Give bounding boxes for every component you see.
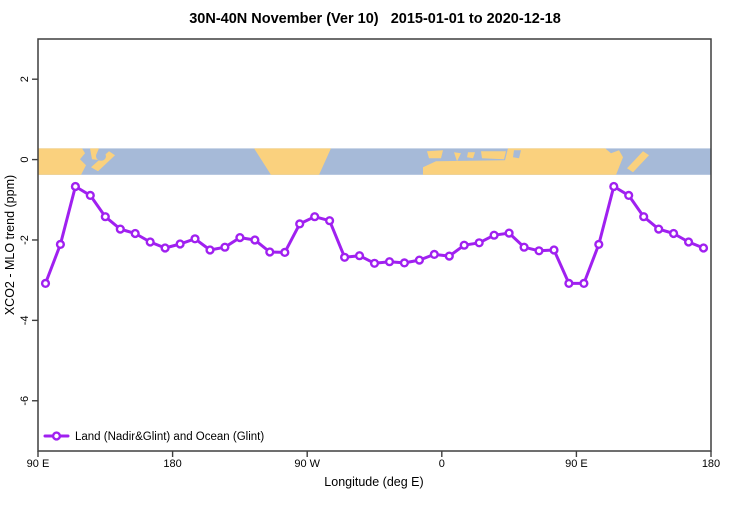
data-point — [683, 237, 694, 247]
data-point — [474, 238, 484, 248]
map-land-asia-west — [38, 148, 86, 175]
data-point — [295, 219, 305, 229]
data-point — [504, 228, 514, 238]
x-tick-label: 90 E — [27, 458, 50, 470]
data-point — [220, 242, 230, 252]
data-point — [564, 278, 574, 289]
x-tick-label: 0 — [439, 458, 445, 470]
data-point — [399, 258, 410, 268]
world-map-strip — [38, 148, 711, 175]
data-point — [145, 237, 155, 247]
data-point — [85, 190, 95, 201]
data-point — [40, 278, 51, 289]
data-point — [265, 247, 275, 257]
map-land-africa-mideast-asia — [423, 148, 623, 175]
legend-marker-sample — [51, 431, 62, 441]
x-tick-label: 180 — [163, 458, 181, 470]
data-point — [115, 224, 125, 234]
x-axis-ticks: 90 E 180 90 W 0 90 E 180 — [27, 451, 720, 470]
map-sea-of-japan — [96, 151, 106, 161]
y-tick-label: 0 — [19, 157, 31, 163]
data-point — [205, 245, 215, 255]
data-point — [519, 242, 529, 252]
chart-title: 30N-40N November (Ver 10) 2015-01-01 to … — [189, 11, 561, 27]
map-land-iberia — [427, 150, 443, 159]
data-point — [579, 278, 589, 289]
y-tick-label: -4 — [19, 315, 31, 325]
map-land-greece — [467, 152, 475, 159]
y-tick-label: -2 — [19, 235, 31, 245]
data-point — [369, 258, 380, 268]
data-point — [594, 239, 604, 250]
data-point — [70, 181, 81, 192]
data-point — [609, 181, 619, 192]
data-point — [444, 251, 454, 261]
series-line — [44, 185, 705, 285]
data-point — [489, 230, 499, 240]
map-land-japan-west — [91, 151, 115, 172]
data-point — [384, 257, 395, 267]
data-point — [668, 228, 679, 239]
y-axis-ticks: 2 0 -2 -4 -6 — [19, 76, 38, 406]
data-series — [40, 181, 709, 289]
x-tick-label: 180 — [702, 458, 720, 470]
map-land-turkey — [481, 151, 506, 160]
data-point — [280, 247, 290, 258]
y-tick-label: -6 — [19, 396, 31, 406]
data-point — [639, 212, 649, 222]
legend: Land (Nadir&Glint) and Ocean (Glint) — [43, 431, 264, 443]
data-point — [190, 234, 200, 244]
data-point — [414, 255, 425, 265]
plot-box — [37, 38, 712, 452]
data-point — [624, 190, 634, 201]
data-point — [250, 235, 260, 245]
data-point — [354, 251, 365, 261]
x-tick-label: 90 W — [294, 458, 320, 470]
data-point — [100, 212, 110, 222]
x-axis-title: Longitude (deg E) — [324, 475, 423, 489]
map-land-italy — [454, 152, 461, 162]
data-point — [175, 239, 185, 249]
map-land-japan-east — [627, 151, 649, 173]
legend-label: Land (Nadir&Glint) and Ocean (Glint) — [75, 431, 264, 443]
data-point — [160, 243, 170, 253]
map-land-north-america — [254, 148, 331, 175]
data-point — [549, 245, 559, 255]
y-axis-title: XCO2 - MLO trend (ppm) — [3, 175, 17, 315]
map-land-korea — [90, 148, 101, 161]
map-caspian-sea — [513, 150, 521, 159]
y-tick-label: 2 — [19, 76, 31, 82]
data-point — [130, 228, 140, 239]
data-point — [340, 252, 350, 262]
data-point — [534, 246, 544, 256]
data-point — [310, 212, 320, 222]
data-point — [325, 216, 335, 226]
data-point — [654, 224, 664, 234]
data-point — [235, 233, 245, 243]
data-point — [55, 239, 66, 250]
data-point — [429, 249, 439, 260]
data-point — [459, 240, 469, 250]
data-point — [698, 243, 709, 253]
x-tick-label: 90 E — [565, 458, 588, 470]
